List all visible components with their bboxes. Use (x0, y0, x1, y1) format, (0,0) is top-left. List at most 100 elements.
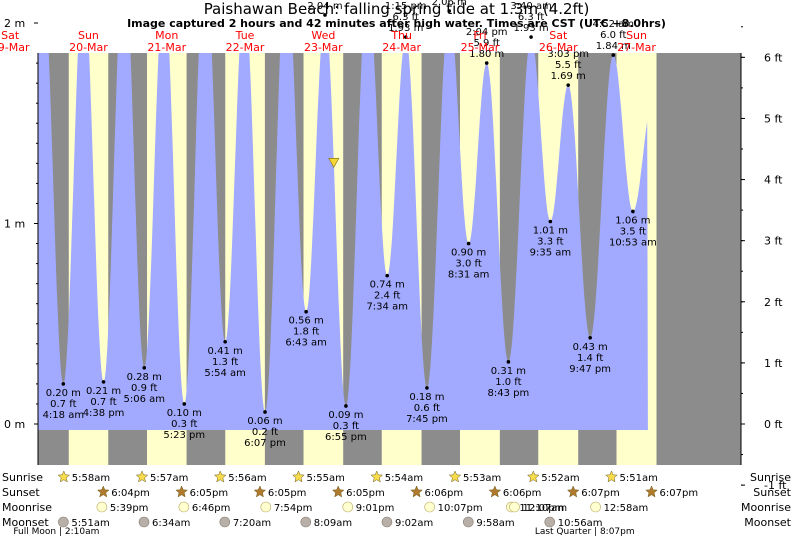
row-label-right-moonset: Moonset (744, 516, 791, 529)
sunrise-icon (605, 470, 618, 483)
low-tide-feet: 3.0 ft (455, 259, 481, 270)
day-of-week-label: Tue (235, 29, 255, 42)
low-tide-point (385, 273, 389, 278)
low-tide-metres: 0.90 m (451, 248, 486, 259)
moonrise-icon (590, 501, 601, 513)
low-tide-metres: 0.20 m (46, 388, 81, 399)
low-tide-time: 9:35 am (530, 247, 572, 258)
low-tide-metres: 0.28 m (127, 372, 162, 383)
moonrise-time: 6:46pm (192, 503, 231, 514)
high-tide-time: 3:40 am (510, 1, 552, 12)
low-tide-feet: 0.7 ft (90, 397, 116, 408)
low-tide-metres: 0.10 m (167, 408, 202, 419)
moonrise-icon (178, 501, 190, 513)
current-level-marker (328, 158, 340, 168)
low-tide-point (223, 339, 227, 344)
sunrise-time: 5:58am (72, 473, 110, 484)
low-tide-feet: 1.3 ft (212, 357, 238, 368)
sunrise-time: 5:57am (150, 473, 188, 484)
sunrise-icon (448, 470, 462, 483)
low-tide-metres: 1.06 m (615, 215, 650, 226)
high-tide-time: 4:52 am (593, 19, 635, 30)
low-tide-metres: 0.21 m (86, 386, 121, 397)
moonset-time: 9:58am (476, 518, 514, 529)
row-label-moonset: Moonset (2, 516, 49, 529)
high-tide-time: 3:03 pm (547, 49, 589, 60)
moonrise-time: 11:10pm (519, 503, 564, 514)
sunset-time: 6:05pm (268, 488, 307, 499)
date-label: 23-Mar (304, 41, 343, 54)
high-tide-point (447, 9, 451, 13)
low-tide-feet: 0.7 ft (50, 399, 76, 410)
sunrise-icon (57, 470, 71, 483)
low-tide-feet: 0.6 ft (414, 403, 440, 414)
sunset-time: 6:06pm (503, 488, 542, 499)
low-tide-feet: 1.0 ft (495, 377, 521, 388)
sunrise-icon (213, 470, 227, 483)
date-label: 19-Mar (0, 41, 30, 54)
tide-area (38, 53, 648, 430)
low-tide-point (344, 404, 348, 408)
date-label: 26-Mar (539, 41, 578, 54)
moonrise-time: 10:07pm (438, 503, 483, 514)
sunrise-icon (292, 470, 305, 483)
low-tide-point (506, 360, 511, 364)
high-tide-point (323, 13, 327, 17)
sunrise-icon (526, 470, 540, 483)
high-tide-point (484, 61, 489, 65)
high-tide-time: 2:04 pm (466, 27, 508, 38)
moonset-icon (381, 516, 393, 528)
low-tide-metres: 1.01 m (533, 225, 568, 236)
sunset-time: 6:04pm (111, 488, 150, 499)
moonset-icon (219, 516, 231, 528)
chart-subtitle: Image captured 2 hours and 42 minutes af… (127, 17, 666, 30)
sunset-time: 6:07pm (660, 488, 699, 499)
day-of-week-label: Sat (1, 29, 20, 42)
moonrise-time: 12:58am (604, 503, 649, 514)
low-tide-point (182, 402, 187, 406)
low-tide-time: 4:18 am (43, 410, 85, 421)
left-tick-label: 0 m (4, 418, 25, 431)
row-label-right-sunrise: Sunrise (750, 471, 791, 484)
sunrise-time: 5:55am (307, 473, 345, 484)
low-tide-metres: 0.31 m (491, 366, 526, 377)
sunset-time: 6:05pm (190, 488, 229, 499)
moonset-time: 6:34am (152, 518, 190, 529)
moonrise-time: 7:54pm (274, 503, 313, 514)
row-label-sunrise: Sunrise (2, 471, 43, 484)
day-of-week-label: Fri (473, 29, 486, 42)
low-tide-metres: 0.74 m (370, 280, 405, 291)
low-tide-feet: 1.8 ft (293, 327, 319, 338)
low-tide-time: 5:54 am (204, 368, 246, 379)
right-tick-label: 3 ft (764, 235, 783, 248)
moonset-icon (58, 516, 69, 528)
low-tide-time: 6:07 pm (244, 438, 286, 449)
row-label-sunset: Sunset (2, 486, 40, 499)
low-tide-metres: 0.06 m (247, 416, 282, 427)
low-tide-time: 5:06 am (123, 394, 165, 405)
high-tide-metres: 1.80 m (469, 49, 504, 60)
day-of-week-label: Wed (311, 29, 335, 42)
low-tide-feet: 0.3 ft (333, 421, 359, 432)
moonrise-time: 5:39pm (110, 503, 149, 514)
low-tide-point (631, 209, 635, 214)
high-tide-point (403, 35, 408, 39)
row-label-right-sunset: Sunset (753, 486, 791, 499)
low-tide-metres: 0.18 m (409, 392, 444, 403)
date-label: 21-Mar (147, 41, 186, 54)
sunrise-icon (135, 470, 149, 483)
high-tide-metres: 1.93 m (388, 23, 423, 34)
sunrise-time: 5:54am (385, 473, 423, 484)
sunrise-time: 5:51am (619, 473, 657, 484)
left-tick-label: 2 m (4, 17, 25, 30)
high-tide-feet: 6.3 ft (393, 12, 419, 23)
right-tick-label: -1 ft (764, 479, 787, 492)
high-tide-feet: 5.5 ft (555, 60, 581, 71)
low-tide-time: 7:45 pm (406, 414, 448, 425)
low-tide-point (588, 335, 592, 340)
moon-phase-note: Last Quarter | 8:07pm (535, 527, 635, 537)
row-label-moonrise: Moonrise (2, 501, 52, 514)
night-band (656, 53, 741, 465)
high-tide-metres: 2.06 m (432, 0, 467, 8)
